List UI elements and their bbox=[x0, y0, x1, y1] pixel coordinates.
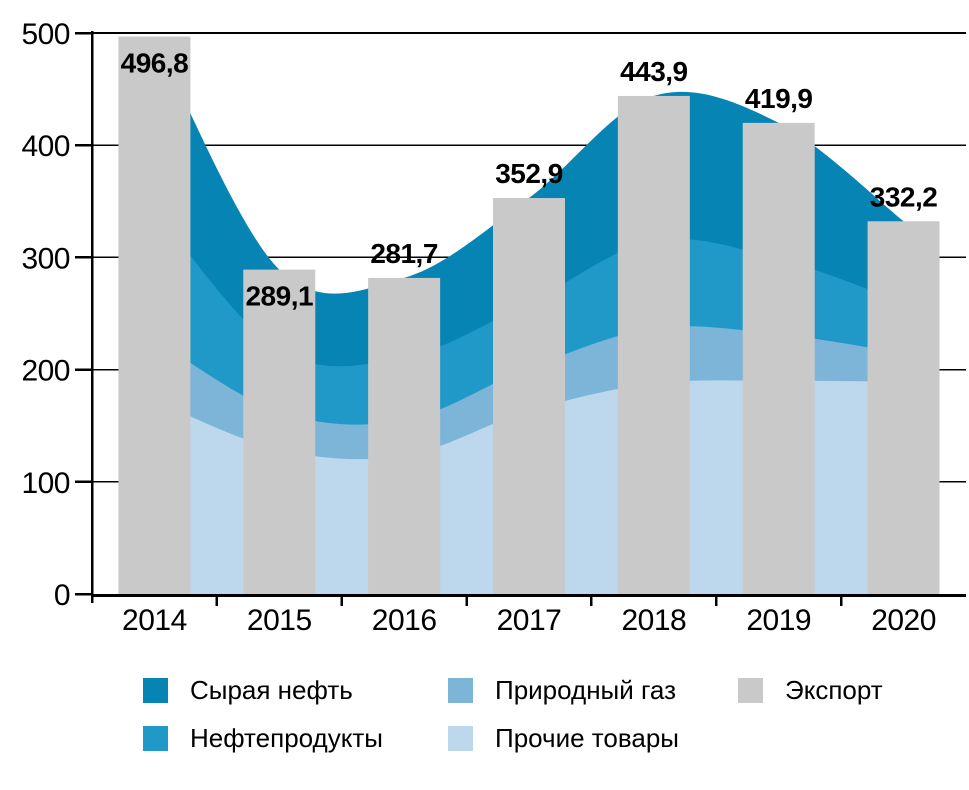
x-axis-label-2015: 2015 bbox=[247, 604, 312, 637]
legend-item-Нефтепродукты: Нефтепродукты bbox=[143, 722, 383, 753]
legend-label-Нефтепродукты: Нефтепродукты bbox=[190, 722, 383, 753]
export-bar-2016 bbox=[368, 277, 441, 594]
y-axis-label-400: 400 bbox=[21, 130, 70, 163]
legend-item-Природный газ: Природный газ bbox=[448, 674, 676, 705]
legend-item-Экспорт: Экспорт bbox=[738, 674, 883, 705]
legend-swatch-Сырая нефть bbox=[143, 677, 168, 703]
bar-value-label-2017: 352,9 bbox=[495, 158, 563, 189]
legend-label-Прочие товары: Прочие товары bbox=[495, 722, 679, 753]
bar-value-label-2018: 443,9 bbox=[620, 56, 688, 87]
x-axis-label-2017: 2017 bbox=[497, 604, 562, 637]
x-axis-label-2019: 2019 bbox=[746, 604, 811, 637]
bar-value-label-2015: 289,1 bbox=[245, 281, 313, 312]
legend-item-Сырая нефть: Сырая нефть bbox=[143, 674, 353, 705]
x-axis-label-2018: 2018 bbox=[621, 604, 686, 637]
export-bar-2020 bbox=[867, 221, 940, 594]
export-bar-2018 bbox=[617, 95, 690, 594]
bar-value-label-2020: 332,2 bbox=[870, 181, 938, 212]
export-bar-2019 bbox=[742, 122, 815, 595]
y-axis-label-100: 100 bbox=[21, 467, 70, 500]
legend-swatch-Природный газ bbox=[448, 677, 473, 703]
legend-label-Экспорт: Экспорт bbox=[785, 674, 883, 705]
legend-swatch-Нефтепродукты bbox=[143, 725, 168, 751]
legend-label-Сырая нефть: Сырая нефть bbox=[190, 674, 353, 705]
x-axis-label-2020: 2020 bbox=[871, 604, 936, 637]
export-bar-2014 bbox=[118, 36, 191, 595]
bar-value-label-2019: 419,9 bbox=[745, 83, 813, 114]
export-chart-svg: 0 100 200 300 400 500 2014 2015 2016 2017 2018 2019… bbox=[21, 18, 966, 637]
bar-value-label-2016: 281,7 bbox=[370, 238, 438, 269]
y-axis-label-200: 200 bbox=[21, 355, 70, 388]
legend-label-Природный газ: Природный газ bbox=[495, 674, 676, 705]
x-axis-label-2016: 2016 bbox=[372, 604, 437, 637]
legend-item-Прочие товары: Прочие товары bbox=[448, 722, 679, 753]
legend-swatch-Экспорт bbox=[738, 677, 763, 703]
y-axis-label-0: 0 bbox=[54, 579, 70, 612]
y-axis-label-300: 300 bbox=[21, 242, 70, 275]
y-axis-label-500: 500 bbox=[21, 18, 70, 51]
export-bar-2015 bbox=[243, 269, 316, 594]
x-axis-label-2014: 2014 bbox=[122, 604, 187, 637]
legend-swatch-Прочие товары bbox=[448, 725, 473, 751]
export-bar-2017 bbox=[493, 198, 565, 594]
bar-value-label-2014: 496,8 bbox=[121, 48, 189, 79]
